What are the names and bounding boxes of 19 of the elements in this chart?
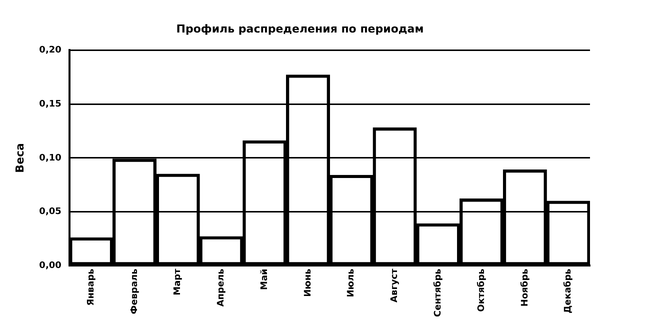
y-axis-title: Веса — [13, 143, 26, 173]
x-tick-label: Ноябрь — [519, 268, 530, 307]
x-tick-label: Июнь — [303, 268, 314, 297]
y-tick-label: 0,05 — [39, 207, 62, 218]
y-tick-label: 0,10 — [39, 153, 62, 164]
x-tick-label: Август — [390, 268, 400, 302]
y-tick-label: 0,00 — [39, 261, 62, 272]
x-tick-label: Февраль — [130, 268, 140, 314]
chart-title: Профиль распределения по периодам — [176, 22, 424, 36]
y-tick-label: 0,15 — [39, 99, 62, 110]
x-tick-label: Декабрь — [562, 268, 574, 314]
x-tick-label: Март — [173, 268, 184, 296]
x-tick-label: Апрель — [216, 268, 227, 307]
x-tick-label: Октябрь — [476, 268, 487, 312]
x-tick-label: Сентябрь — [432, 268, 444, 318]
x-tick-label: Июль — [346, 268, 357, 298]
y-tick-label: 0,20 — [39, 46, 62, 56]
x-tick-label: Январь — [86, 268, 96, 306]
x-tick-label: Май — [260, 268, 270, 290]
